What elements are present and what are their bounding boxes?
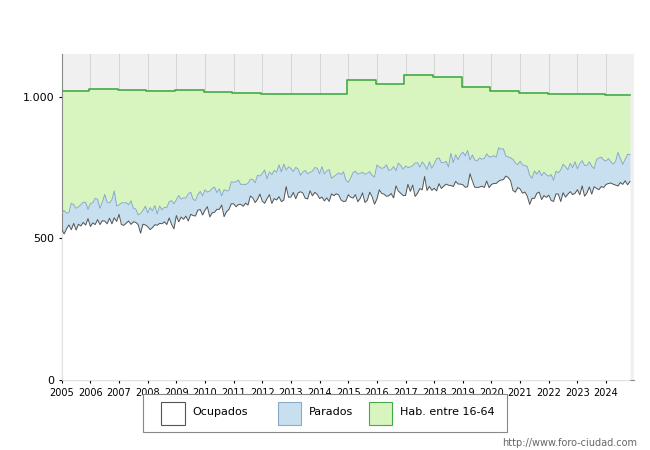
Text: FORO-CIUDAD.COM: FORO-CIUDAD.COM <box>182 252 514 280</box>
Text: Parados: Parados <box>309 407 353 417</box>
Text: Pinofranqueado - Evolucion de la poblacion en edad de Trabajar Noviembre de 2024: Pinofranqueado - Evolucion de la poblaci… <box>76 17 574 30</box>
Text: http://www.foro-ciudad.com: http://www.foro-ciudad.com <box>502 438 637 448</box>
Text: Hab. entre 16-64: Hab. entre 16-64 <box>400 407 494 417</box>
Bar <box>369 402 393 425</box>
Bar <box>161 402 185 425</box>
Text: Ocupados: Ocupados <box>192 407 248 417</box>
Bar <box>278 402 302 425</box>
